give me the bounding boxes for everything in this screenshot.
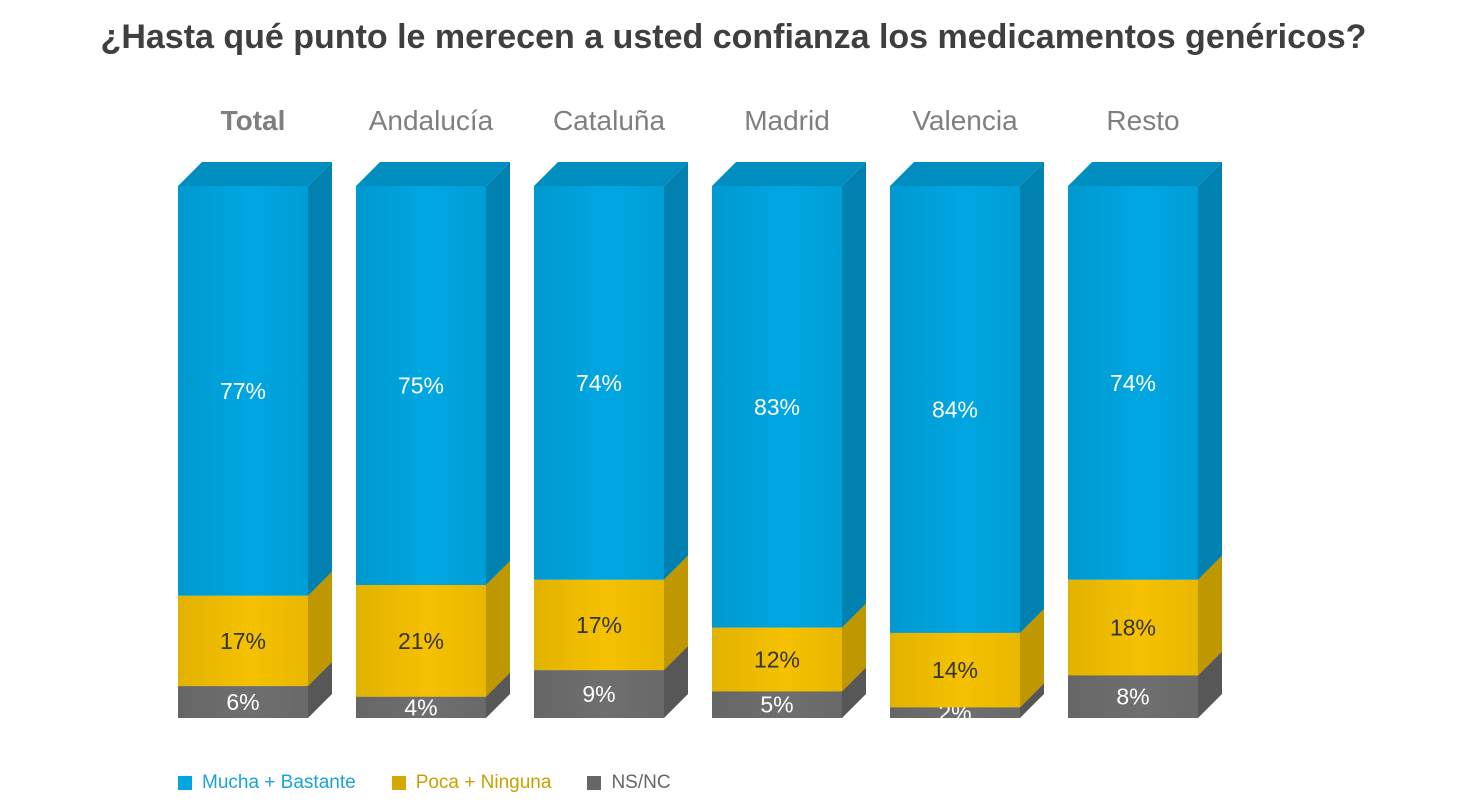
bar-madrid-poca-ninguna-label: 12% <box>754 646 800 672</box>
bar-madrid-mucha-bastante <box>712 186 842 628</box>
bar-cataluna-poca-ninguna <box>534 579 664 671</box>
legend-label: Mucha + Bastante <box>202 772 356 793</box>
category-label-resto: Resto <box>1106 105 1179 136</box>
bar-andalucia-ns-nc <box>356 696 486 718</box>
legend-swatch <box>391 776 406 790</box>
category-label-andalucia: Andalucía <box>369 105 494 136</box>
bar-total-mucha-bastante-top <box>178 162 332 186</box>
bar-andalucia-mucha-bastante-label: 75% <box>398 373 444 399</box>
legend-item-poca-ninguna: Poca + Ninguna <box>391 772 552 794</box>
bar-resto-ns-nc-label: 8% <box>1116 684 1149 710</box>
bar-total-ns-nc-label: 6% <box>226 689 259 715</box>
bar-valencia-mucha-bastante <box>890 186 1020 633</box>
bar-resto-mucha-bastante-label: 74% <box>1110 370 1156 396</box>
bar-valencia-mucha-bastante-label: 84% <box>932 396 978 422</box>
bar-andalucia-mucha-bastante-side <box>486 162 510 585</box>
legend-swatch <box>178 776 192 790</box>
bar-andalucia-mucha-bastante <box>356 186 486 585</box>
bar-andalucia-mucha-bastante-top <box>356 162 510 186</box>
bar-resto-mucha-bastante-top <box>1068 162 1222 186</box>
legend-item-ns-nc: NS/NC <box>587 772 671 794</box>
legend-item-mucha-bastante: Mucha + Bastante <box>178 772 356 794</box>
bar-madrid-ns-nc-label: 5% <box>760 692 793 718</box>
bar-resto-mucha-bastante <box>1068 186 1198 580</box>
legend-label: Poca + Ninguna <box>415 772 552 793</box>
bar-resto-poca-ninguna <box>1068 579 1198 676</box>
bar-resto-poca-ninguna-side <box>1198 555 1222 676</box>
bar-valencia-ns-nc-side <box>1020 683 1044 718</box>
bar-valencia-poca-ninguna <box>890 632 1020 708</box>
bar-total-mucha-bastante-label: 77% <box>220 378 266 404</box>
legend: Mucha + Bastante Poca + Ninguna NS/NC <box>178 770 671 796</box>
bar-andalucia-poca-ninguna <box>356 585 486 697</box>
bar-madrid-ns-nc <box>712 691 842 718</box>
bar-cataluna-poca-ninguna-side <box>664 555 688 671</box>
bar-resto-poca-ninguna-label: 18% <box>1110 615 1156 641</box>
bar-cataluna-mucha-bastante <box>534 186 664 580</box>
bar-valencia-mucha-bastante-top <box>890 162 1044 186</box>
bar-resto-mucha-bastante-side <box>1198 162 1222 580</box>
legend-label: NS/NC <box>611 772 671 793</box>
bar-cataluna-poca-ninguna-label: 17% <box>576 612 622 638</box>
bar-total-ns-nc <box>178 686 308 718</box>
legend-swatch <box>587 776 602 790</box>
bar-madrid-poca-ninguna <box>712 627 842 692</box>
bar-cataluna-ns-nc <box>534 670 664 718</box>
bar-valencia-ns-nc <box>890 707 1020 718</box>
bar-andalucia-ns-nc-label: 4% <box>404 694 437 720</box>
bar-cataluna-ns-nc-side <box>664 646 688 718</box>
bar-total-poca-ninguna-side <box>308 571 332 687</box>
bar-madrid-ns-nc-side <box>842 667 866 718</box>
category-label-madrid: Madrid <box>744 105 830 136</box>
chart-title: ¿Hasta qué punto le merecen a usted conf… <box>100 18 1367 56</box>
bar-group-total: 6% 17% 77% <box>178 162 332 718</box>
bar-total-poca-ninguna <box>178 595 308 687</box>
bar-total-mucha-bastante <box>178 186 308 596</box>
bar-cataluna-mucha-bastante-label: 74% <box>576 370 622 396</box>
category-label-valencia: Valencia <box>912 105 1018 136</box>
category-label-total: Total <box>221 105 286 136</box>
bar-valencia-mucha-bastante-side <box>1020 162 1044 633</box>
bar-group-resto: 8% 18% 74% <box>1068 162 1222 718</box>
bar-andalucia-poca-ninguna-label: 21% <box>398 628 444 654</box>
bar-valencia-poca-ninguna-side <box>1020 608 1044 708</box>
bar-group-madrid: 5% 12% 83% <box>712 162 866 718</box>
bar-resto-ns-nc <box>1068 675 1198 718</box>
bar-andalucia-poca-ninguna-side <box>486 561 510 697</box>
bar-cataluna-ns-nc-label: 9% <box>582 681 615 707</box>
bar-group-valencia: 2%14%84% <box>890 162 1044 726</box>
bar-total-poca-ninguna-label: 17% <box>220 628 266 654</box>
bar-madrid-poca-ninguna-side <box>842 603 866 692</box>
category-labels: Total Andalucía Cataluña Madrid Valencia Rest… <box>221 105 1180 136</box>
bar-madrid-mucha-bastante-side <box>842 162 866 628</box>
bar-total-ns-nc-side <box>308 662 332 718</box>
bar-cataluna-mucha-bastante-side <box>664 162 688 580</box>
bar-valencia-poca-ninguna-label: 14% <box>932 657 978 683</box>
category-label-cataluna: Cataluña <box>553 105 666 136</box>
bar-madrid-mucha-bastante-top <box>712 162 866 186</box>
bar-resto-ns-nc-side <box>1198 651 1222 718</box>
bar-madrid-mucha-bastante-label: 83% <box>754 394 800 420</box>
bar-andalucia-ns-nc-side <box>486 672 510 718</box>
bar-cataluna-mucha-bastante-top <box>534 162 688 186</box>
bars-layer: 6%17%77%4%21%75%9%17%74%5%12%83%2%14%84%… <box>178 162 1222 726</box>
bar-group-cataluna: 9% 17% 74% <box>534 162 688 718</box>
bar-total-mucha-bastante-side <box>308 162 332 596</box>
bar-group-andalucia: 4% 21% 75% <box>356 162 510 720</box>
